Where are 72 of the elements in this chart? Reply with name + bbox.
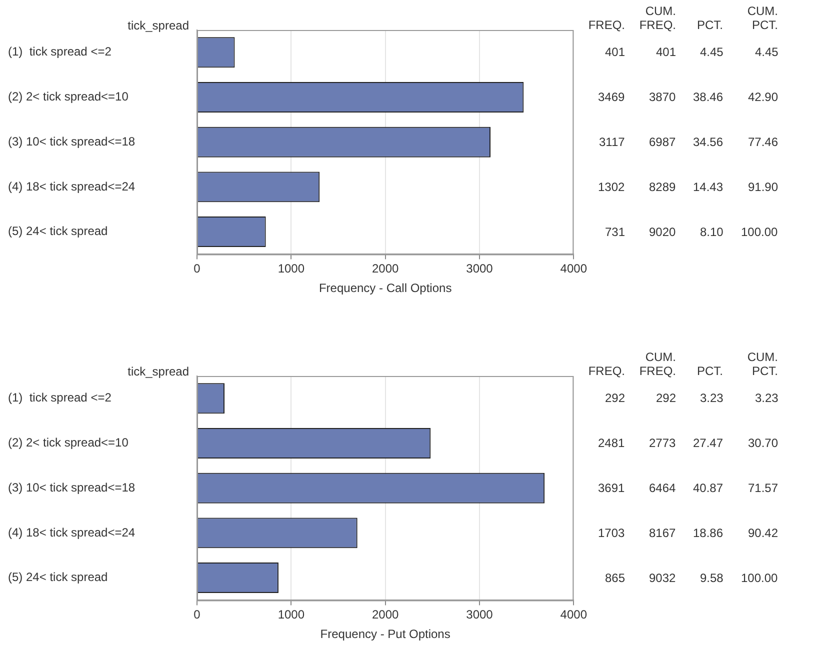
y-tick-label: (3) 10< tick spread<=18 [8, 480, 136, 494]
y-tick-label: (5) 24< tick spread [8, 570, 108, 584]
text: 42.90 [748, 90, 778, 104]
data-label: 3469 [598, 90, 625, 104]
text: 3.23 [700, 391, 724, 406]
text: 100.00 [741, 570, 778, 585]
y-tick-label: (5) 24< tick spread [8, 224, 108, 238]
x-axis-title: Frequency - Put Options [320, 627, 450, 642]
text: 71.57 [748, 481, 778, 496]
text: 4.45 [755, 45, 778, 60]
text: 77.46 [748, 135, 778, 150]
text: CUM. PCT. [746, 350, 778, 378]
y-tick-label: (1) tick spread <=2 [8, 390, 112, 405]
data-label: 3691 [598, 481, 625, 496]
text: 3870 [649, 90, 676, 104]
text: 401 [656, 45, 676, 60]
text: 2773 [649, 436, 676, 450]
text: 6987 [649, 135, 676, 150]
text: 100.00 [741, 224, 778, 239]
data-label: 292 [605, 391, 626, 406]
y-tick-label: (1) tick spread <=2 [8, 44, 112, 59]
text: 34.56 [693, 135, 724, 150]
text: 38.46 [693, 90, 724, 104]
text: 8.10 [700, 224, 724, 239]
y-axis-title: tick_spread [128, 364, 189, 378]
text: PCT. [696, 18, 723, 32]
data-label: 2481 [598, 436, 625, 450]
text: 14.43 [693, 180, 724, 194]
text: 27.47 [693, 436, 724, 450]
text: 90.42 [748, 526, 778, 540]
text: 91.90 [748, 180, 778, 194]
text: PCT. [696, 364, 723, 378]
y-tick-label: (2) 2< tick spread<=10 [8, 90, 129, 104]
text: 8289 [649, 180, 676, 194]
data-label: 865 [605, 570, 626, 585]
x-tick-label: 4000 [560, 262, 588, 276]
data-label: 1703 [598, 526, 625, 540]
y-tick-label: (4) 18< tick spread<=24 [8, 525, 136, 540]
text: 3.23 [755, 391, 778, 406]
text: 30.70 [748, 436, 778, 450]
y-tick-label: (3) 10< tick spread<=18 [8, 134, 136, 148]
text: 292 [656, 391, 676, 406]
data-label: 3117 [599, 135, 625, 150]
text: CUM. FREQ. [638, 350, 676, 378]
x-tick-label: 0 [194, 262, 201, 276]
text: CUM. PCT. [746, 4, 778, 32]
text: FREQ. [587, 364, 625, 378]
y-axis-title: tick_spread [128, 18, 189, 32]
x-tick-label: 3000 [466, 262, 494, 276]
text: 6464 [649, 481, 676, 496]
text: 18.86 [693, 526, 724, 540]
x-tick-label: 1000 [278, 608, 305, 622]
text: 8167 [649, 526, 676, 540]
y-tick-label: (2) 2< tick spread<=10 [8, 436, 129, 450]
text: 9032 [649, 570, 676, 585]
data-label: 401 [605, 45, 626, 60]
text: 4.45 [700, 45, 724, 60]
text: FREQ. [587, 18, 625, 32]
y-tick-label: (4) 18< tick spread<=24 [8, 179, 136, 194]
x-axis-title: Frequency - Call Options [318, 281, 452, 296]
x-tick-label: 0 [194, 608, 201, 622]
x-tick-label: 1000 [278, 262, 305, 276]
x-tick-label: 2000 [372, 608, 399, 622]
data-label: 1302 [598, 180, 625, 194]
x-tick-label: 4000 [560, 608, 588, 622]
text: CUM. FREQ. [638, 4, 676, 32]
text: 40.87 [693, 481, 724, 496]
text: 9.58 [700, 570, 724, 585]
text: 9020 [649, 224, 676, 239]
x-tick-label: 2000 [372, 262, 399, 276]
data-label: 731 [605, 224, 626, 239]
x-tick-label: 3000 [466, 608, 494, 622]
